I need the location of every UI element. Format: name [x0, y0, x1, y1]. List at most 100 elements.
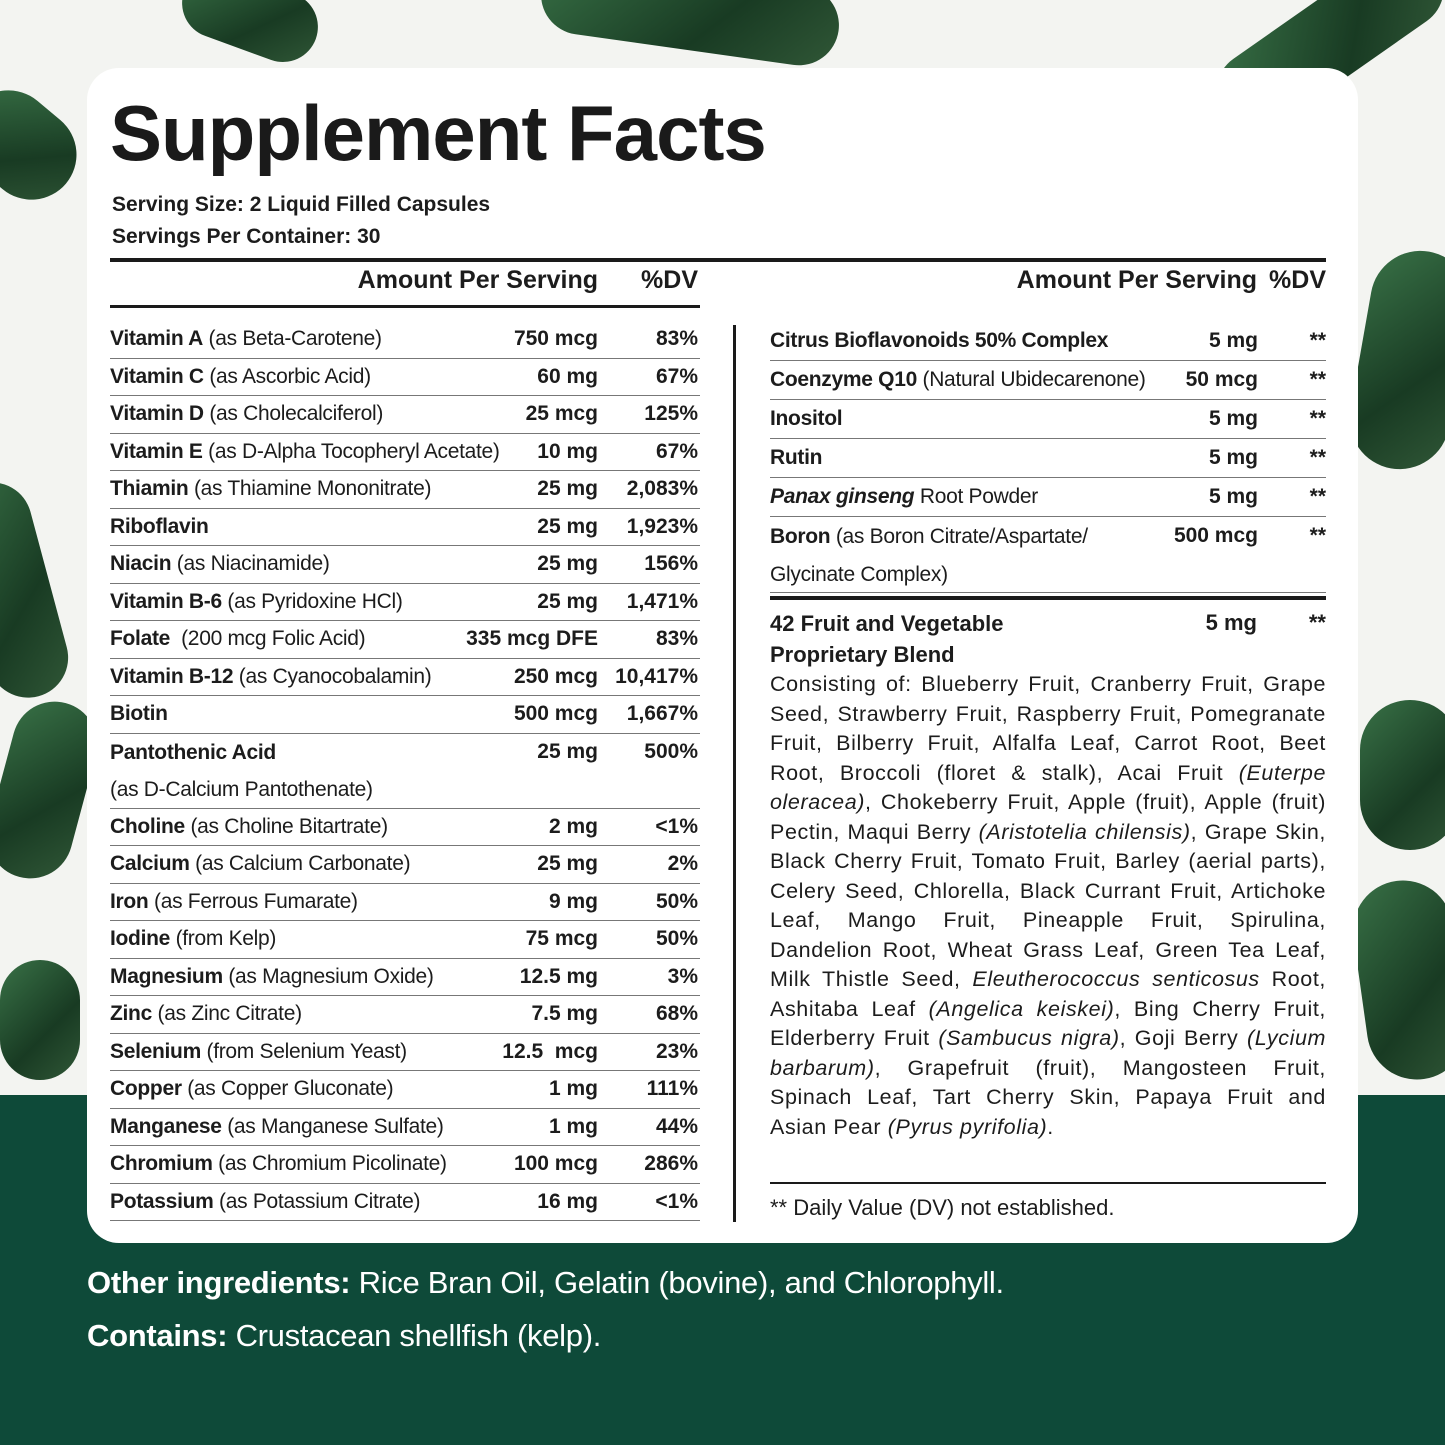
nutrient-source: (200 mcg Folic Acid) [170, 627, 366, 650]
nutrient-source-line2: (as D-Calcium Pantothenate) [110, 778, 373, 801]
nutrient-label: Niacin [110, 552, 172, 575]
daily-value: ** [1309, 329, 1326, 352]
latin-name: (Angelica keiskei) [928, 996, 1115, 1021]
nutrient-amount: 16 mg [537, 1189, 598, 1213]
nutrient-name: Choline (as Choline Bitartrate) [110, 815, 388, 839]
nutrient-amount: 335 mcg DFE [466, 627, 598, 650]
nutrient-amount: 9 mg [548, 889, 598, 913]
nutrient-name: Rutin [770, 446, 822, 470]
daily-value: 67% [655, 439, 698, 463]
nutrient-amount: 25 mg [537, 739, 598, 763]
table-row: Coenzyme Q10 (Natural Ubidecarenone) 50 m… [770, 362, 1326, 400]
table-row: Chromium (as Chromium Picolinate) 100 mcg… [110, 1146, 700, 1184]
column-divider [733, 325, 736, 1222]
nutrient-source: (as Thiamine Mononitrate) [188, 477, 432, 500]
nutrient-name: Citrus Bioflavonoids 50% Complex [770, 329, 1108, 353]
ingredient-text: . [1047, 1114, 1054, 1139]
nutrient-label: Vitamin D [110, 402, 204, 425]
daily-value: ** [1309, 485, 1326, 508]
daily-value: 10,417% [615, 664, 698, 688]
daily-value: 111% [646, 1077, 698, 1100]
ingredient-text: Consisting of: Blueberry Fruit, Cranberr… [770, 672, 1326, 785]
other-ingredients-text: Rice Bran Oil, Gelatin (bovine), and Chl… [350, 1265, 1005, 1300]
daily-value: 44% [655, 1114, 698, 1138]
table-row: Folate (200 mcg Folic Acid) 335 mcg DFE 83… [110, 621, 700, 659]
nutrient-name: Chromium (as Chromium Picolinate) [110, 1152, 447, 1176]
top-rule [110, 258, 1326, 262]
blend-name-line2: Proprietary Blend [770, 642, 955, 667]
nutrient-amount: 75 mcg [525, 927, 598, 950]
ingredient-text: , Goji Berry [1119, 1026, 1247, 1050]
allergen-statement: Contains: Crustacean shellfish (kelp). [87, 1318, 601, 1354]
nutrient-amount: 12.5 mg [519, 964, 598, 988]
nutrient-name: Vitamin C (as Ascorbic Acid) [110, 365, 371, 389]
nutrient-label: Coenzyme Q10 [770, 368, 917, 391]
nutrient-source: (as Cyanocobalamin) [233, 664, 432, 688]
nutrient-name: Vitamin D (as Cholecalciferol) [110, 402, 383, 426]
table-row: Copper (as Copper Gluconate) 1 mg 111% [110, 1071, 700, 1109]
daily-value: ** [1309, 524, 1326, 547]
nutrient-source: (as Choline Bitartrate) [184, 814, 388, 838]
latin-name: Eleutherococcus senticosus [972, 967, 1260, 991]
blend-name-line1: 42 Fruit and Vegetable [770, 611, 1004, 636]
daily-value: 2% [667, 852, 698, 875]
table-row: Inositol 5 mg ** [770, 401, 1326, 439]
table-row: Calcium (as Calcium Carbonate) 25 mg 2% [110, 846, 700, 884]
table-row: Vitamin D (as Cholecalciferol) 25 mcg 125% [110, 396, 700, 434]
latin-name: (Sambucus nigra) [938, 1026, 1120, 1050]
daily-value: 3% [667, 964, 698, 988]
nutrient-amount: 5 mg [1208, 485, 1258, 508]
nutrient-name: Vitamin A (as Beta-Carotene) [110, 327, 382, 351]
nutrient-name: Vitamin E (as D-Alpha Tocopheryl Acetate… [110, 440, 500, 464]
daily-value: 500% [644, 739, 698, 763]
table-row: Magnesium (as Magnesium Oxide) 12.5 mg 3% [110, 959, 700, 996]
nutrient-name: Vitamin B-12 (as Cyanocobalamin) [110, 665, 432, 689]
nutrient-amount: 500 mcg [513, 702, 598, 725]
daily-value: 50% [655, 927, 698, 950]
nutrient-label: Boron [770, 525, 831, 548]
nutrient-label: Vitamin A [110, 327, 203, 350]
table-row: Panax ginseng Root Powder 5 mg ** [770, 479, 1326, 517]
nutrient-amount: 25 mg [537, 552, 598, 575]
table-row: Biotin 500 mcg 1,667% [110, 696, 700, 734]
daily-value: 286% [644, 1152, 698, 1175]
daily-value: 83% [655, 327, 698, 350]
contains-label: Contains: [87, 1318, 228, 1353]
nutrient-name: Manganese (as Manganese Sulfate) [110, 1115, 444, 1139]
serving-size: Serving Size: 2 Liquid Filled Capsules [112, 193, 491, 216]
nutrient-label: Thiamin [110, 477, 189, 500]
table-row: Riboflavin 25 mg 1,923% [110, 509, 700, 546]
nutrient-amount: 500 mcg [1173, 524, 1258, 547]
table-row: Niacin (as Niacinamide) 25 mg 156% [110, 546, 700, 584]
nutrient-label: Panax ginseng [770, 485, 915, 508]
left-dv-header: %DV [641, 266, 698, 294]
table-row: Iron (as Ferrous Fumarate) 9 mg 50% [110, 884, 700, 921]
nutrient-amount: 2 mg [548, 814, 598, 838]
daily-value: 83% [655, 627, 698, 650]
nutrient-name: Magnesium (as Magnesium Oxide) [110, 965, 434, 989]
nutrient-source: (Natural Ubidecarenone) [916, 368, 1146, 391]
nutrient-source: (as Pyridoxine HCl) [221, 589, 403, 613]
nutrient-name: Thiamin (as Thiamine Mononitrate) [110, 477, 431, 501]
nutrient-amount: 25 mg [537, 589, 598, 613]
nutrient-label: Vitamin C [110, 364, 204, 388]
blend-rule [770, 596, 1326, 600]
nutrient-source: (as Niacinamide) [171, 552, 330, 575]
nutrient-amount: 50 mcg [1185, 368, 1258, 391]
nutrient-label: Inositol [770, 407, 843, 430]
nutrient-name: Riboflavin [110, 515, 209, 539]
ingredient-text: , Chokeberry Fruit, Apple (fruit), Apple… [770, 790, 1326, 844]
blend-amount: 5 mg [1205, 610, 1257, 635]
nutrient-label: Rutin [770, 446, 823, 469]
nutrient-source: (as Cholecalciferol) [203, 402, 384, 425]
nutrient-amount: 5 mg [1208, 446, 1258, 469]
nutrient-name: Potassium (as Potassium Citrate) [110, 1190, 420, 1214]
table-row: Zinc (as Zinc Citrate) 7.5 mg 68% [110, 996, 700, 1034]
latin-name: (Pyrus pyrifolia) [887, 1114, 1048, 1139]
daily-value: 1,923% [626, 514, 698, 538]
nutrient-amount: 1 mg [548, 1077, 598, 1100]
table-row: Thiamin (as Thiamine Mononitrate) 25 mg 2,… [110, 471, 700, 509]
nutrient-label: Riboflavin [110, 514, 209, 538]
daily-value: <1% [655, 814, 698, 838]
nutrient-source: (as Ferrous Fumarate) [148, 889, 358, 913]
